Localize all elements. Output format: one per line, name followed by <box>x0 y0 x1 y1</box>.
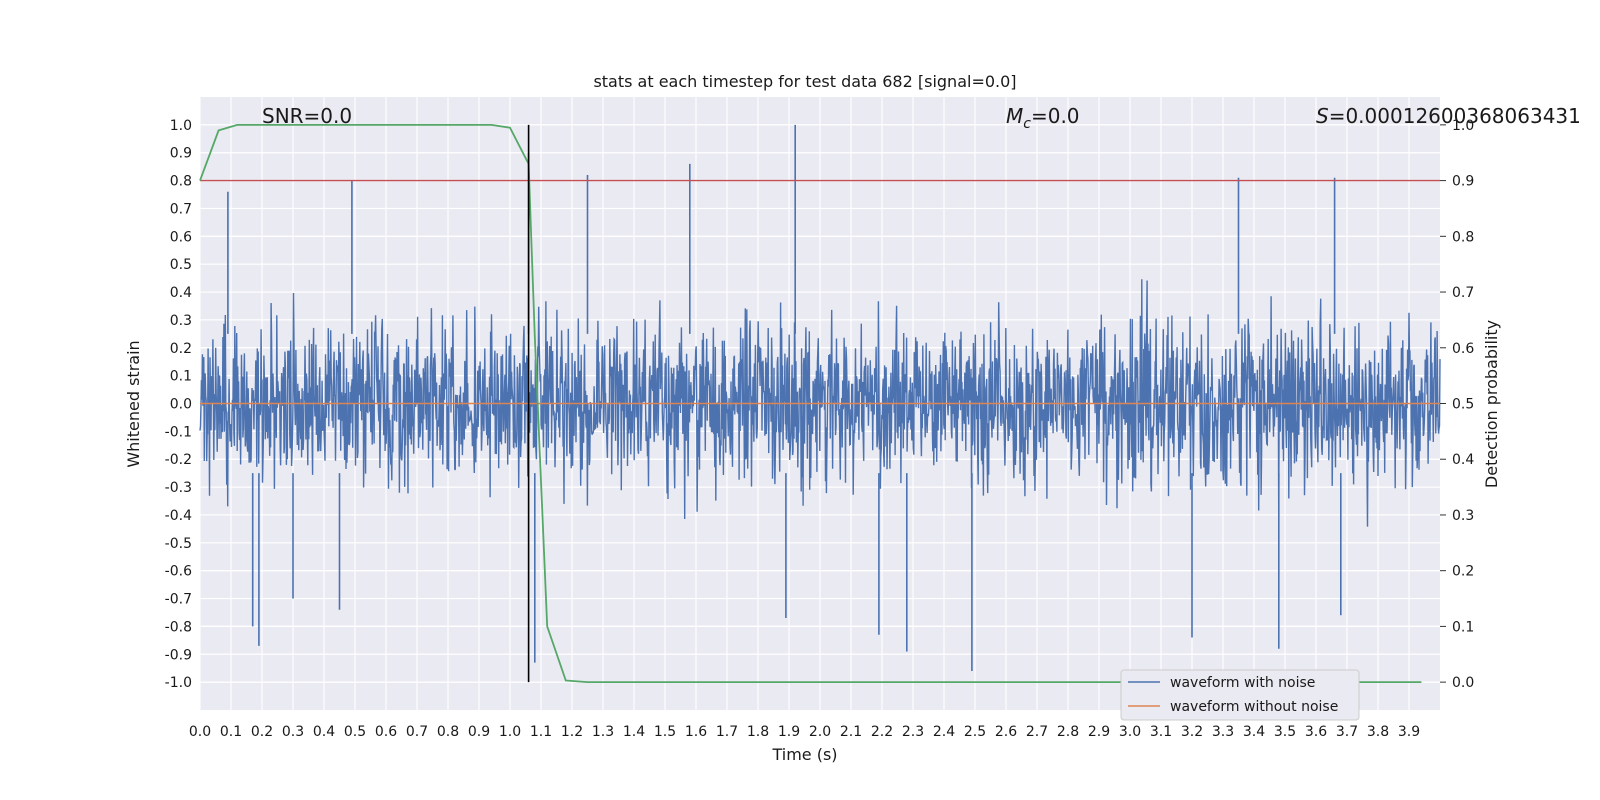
x-tick-label: 3.6 <box>1305 724 1327 740</box>
y2-tick-label: 0.8 <box>1452 229 1474 245</box>
y2-tick-label: 0.3 <box>1452 508 1474 524</box>
x-tick-label: 2.9 <box>1088 724 1110 740</box>
x-tick-label: 3.4 <box>1243 724 1265 740</box>
y-tick-label: 0.5 <box>170 257 192 273</box>
x-tick-label: 3.3 <box>1212 724 1234 740</box>
y-tick-label: -0.2 <box>165 452 192 468</box>
y-tick-label: -0.9 <box>165 647 192 663</box>
y-tick-label: -0.1 <box>165 424 192 440</box>
x-tick-label: 3.5 <box>1274 724 1296 740</box>
x-tick-label: 2.8 <box>1057 724 1079 740</box>
y-tick-label: 0.1 <box>170 369 192 385</box>
y2-tick-label: 0.4 <box>1452 452 1474 468</box>
x-tick-label: 1.6 <box>685 724 707 740</box>
y-tick-label: -0.7 <box>165 592 192 608</box>
chirp-mass-annotation: Mc=0.0 <box>1006 104 1080 132</box>
x-tick-label: 1.5 <box>654 724 676 740</box>
s-annotation: S=0.00012600368063431 <box>1316 104 1581 128</box>
x-tick-label: 0.6 <box>375 724 397 740</box>
legend-label-noise: waveform with noise <box>1170 675 1315 691</box>
x-tick-label: 0.3 <box>282 724 304 740</box>
y-tick-label: -0.3 <box>165 480 192 496</box>
y2-tick-label: 0.0 <box>1452 675 1474 691</box>
x-tick-label: 1.0 <box>499 724 521 740</box>
x-tick-label: 0.5 <box>344 724 366 740</box>
y2-axis-label: Detection probability <box>1482 320 1501 488</box>
x-tick-label: 0.9 <box>468 724 490 740</box>
x-tick-label: 3.1 <box>1150 724 1172 740</box>
x-tick-label: 0.1 <box>220 724 242 740</box>
x-tick-label: 2.5 <box>964 724 986 740</box>
x-axis-label: Time (s) <box>771 745 837 764</box>
x-tick-label: 3.0 <box>1119 724 1141 740</box>
y2-tick-label: 0.2 <box>1452 564 1474 580</box>
x-tick-label: 0.0 <box>189 724 211 740</box>
legend-box <box>1120 669 1360 721</box>
chart-title: stats at each timestep for test data 682… <box>593 72 1016 91</box>
y-tick-label: 1.0 <box>170 118 192 134</box>
x-tick-label: 0.8 <box>437 724 459 740</box>
x-tick-label: 1.8 <box>747 724 769 740</box>
y2-axis-ticks: 1.0 0.9 0.8 0.7 0.6 0.5 0.4 0.3 0.2 0.1 0.0 <box>1440 118 1474 691</box>
x-tick-label: 2.2 <box>871 724 893 740</box>
x-tick-label: 2.0 <box>809 724 831 740</box>
x-tick-label: 2.4 <box>933 724 955 740</box>
y2-tick-label: 0.6 <box>1452 341 1474 357</box>
x-axis-ticks: 0.0 0.1 0.2 0.3 0.4 0.5 0.6 0.7 0.8 0.9 1.0 1.1 1.2 1… <box>189 724 1420 740</box>
x-tick-label: 1.1 <box>530 724 552 740</box>
y2-tick-label: 0.9 <box>1452 174 1474 190</box>
x-tick-label: 1.3 <box>592 724 614 740</box>
snr-annotation: SNR=0.0 <box>262 104 352 128</box>
x-tick-label: 3.8 <box>1367 724 1389 740</box>
y-tick-label: 0.4 <box>170 285 192 301</box>
x-tick-label: 3.7 <box>1336 724 1358 740</box>
y-tick-label: 0.8 <box>170 174 192 190</box>
noise-trace <box>199 279 1441 527</box>
y-tick-label: 0.3 <box>170 313 192 329</box>
x-tick-label: 3.2 <box>1181 724 1203 740</box>
x-tick-label: 0.7 <box>406 724 428 740</box>
y2-tick-label: 0.5 <box>1452 397 1474 413</box>
x-tick-label: 2.1 <box>840 724 862 740</box>
y-tick-label: -0.6 <box>165 564 192 580</box>
legend-label-clean: waveform without noise <box>1170 699 1338 715</box>
y-tick-label: -1.0 <box>165 675 192 691</box>
x-tick-label: 2.7 <box>1026 724 1048 740</box>
y2-tick-label: 0.1 <box>1452 619 1474 635</box>
y-tick-label: 0.0 <box>170 397 192 413</box>
series-detection-probability <box>199 124 1422 683</box>
x-tick-label: 1.2 <box>561 724 583 740</box>
y-tick-label: 0.6 <box>170 229 192 245</box>
x-tick-label: 0.4 <box>313 724 335 740</box>
y-tick-label: 0.7 <box>170 201 192 217</box>
y-tick-label: -0.8 <box>165 619 192 635</box>
y-tick-label: 0.2 <box>170 341 192 357</box>
x-tick-label: 2.3 <box>902 724 924 740</box>
series-lines <box>199 124 1440 683</box>
y-tick-label: -0.4 <box>165 508 192 524</box>
legend: waveform with noise waveform without noi… <box>1120 669 1360 721</box>
y2-tick-label: 1.0 <box>1452 118 1474 134</box>
x-tick-label: 1.9 <box>778 724 800 740</box>
y2-tick-label: 0.7 <box>1452 285 1474 301</box>
x-tick-label: 3.9 <box>1398 724 1420 740</box>
x-tick-label: 0.2 <box>251 724 273 740</box>
x-tick-label: 1.4 <box>623 724 645 740</box>
x-tick-label: 1.7 <box>716 724 738 740</box>
y-axis-ticks: 1.0 0.9 0.8 0.7 0.6 0.5 0.4 0.3 0.2 0.1 0.0 -0.1 -0.… <box>165 118 192 691</box>
x-tick-label: 2.6 <box>995 724 1017 740</box>
y-axis-label: Whitened strain <box>124 340 143 467</box>
y-tick-label: 0.9 <box>170 146 192 162</box>
y-tick-label: -0.5 <box>165 536 192 552</box>
